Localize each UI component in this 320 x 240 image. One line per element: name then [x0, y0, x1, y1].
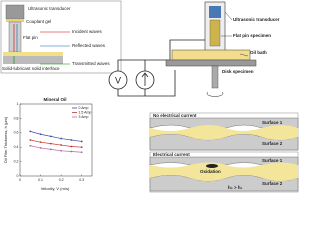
y-tick-label: 0.2 — [14, 160, 19, 164]
line-chart: Mineral Oil Velocity, V (m/s) Oil Film T… — [3, 97, 93, 191]
y-tick-label: 0.6 — [14, 131, 19, 135]
label: No electrical current — [153, 113, 197, 118]
label: Solid-lubricant solid interface — [2, 66, 60, 71]
x-axis-label: Velocity, V (m/s) — [41, 186, 70, 191]
point — [80, 140, 83, 143]
label: Oxidation — [200, 169, 221, 174]
point — [29, 144, 32, 147]
point — [49, 148, 52, 151]
voltmeter-label: V — [115, 75, 121, 85]
point — [39, 141, 42, 144]
series-line — [30, 139, 82, 148]
y-tick-label: 1 — [17, 102, 19, 106]
point — [70, 139, 73, 141]
label: Surface 2 — [262, 181, 283, 186]
label: Flat pin specimen — [233, 33, 271, 38]
label: Incident waves — [72, 29, 103, 34]
label: Ultrasonic transducer — [28, 6, 71, 11]
series-line — [30, 131, 82, 142]
probe-diagram: Ultrasonic transducer Couplant gel Flat … — [0, 0, 122, 74]
point — [29, 130, 32, 133]
label: Oil bath — [250, 50, 267, 55]
label: Couplant gel — [26, 19, 51, 24]
y-tick-label: 0.4 — [14, 145, 19, 149]
x-tick-label: 0 — [19, 178, 21, 182]
x-tick-label: 0.2 — [59, 178, 64, 182]
point — [60, 137, 63, 140]
label: Transmitted waves — [72, 61, 110, 66]
x-tick-label: 0.3 — [79, 178, 84, 182]
x-tick-label: 0.1 — [38, 178, 43, 182]
circuit: V — [108, 39, 208, 97]
label: Disk specimen — [222, 69, 254, 74]
figure: Ultrasonic transducer Couplant gel Flat … — [0, 0, 299, 193]
legend-label: 3 Amp — [79, 115, 89, 119]
point — [39, 133, 42, 136]
point — [29, 139, 32, 141]
plot-frame — [19, 103, 93, 177]
label: Flat pin — [23, 35, 38, 40]
y-axis-label: Oil Film Thickness, h (μm) — [3, 116, 8, 163]
legend-label: 0 Amp — [79, 106, 89, 110]
chart-title: Mineral Oil — [43, 97, 66, 102]
point — [70, 150, 73, 153]
point — [49, 142, 52, 145]
y-tick-label: 0.8 — [14, 116, 19, 120]
mechanism-diagram: No electrical current Electrical current… — [149, 112, 299, 193]
label: Reflected waves — [72, 43, 106, 48]
point — [70, 145, 73, 148]
series-line — [30, 145, 82, 153]
label: Surface 1 — [262, 120, 283, 125]
label: h₂ > h₁ — [228, 185, 243, 190]
label: Electrical current — [153, 152, 190, 157]
point — [80, 146, 83, 149]
point — [60, 144, 63, 146]
point — [80, 151, 83, 154]
label: Surface 1 — [262, 158, 283, 163]
point — [39, 147, 42, 149]
label: Ultrasonic transducer — [233, 17, 280, 22]
legend-label: 1.5 Amp — [79, 110, 92, 114]
point — [60, 149, 63, 152]
y-tick-label: 0 — [17, 174, 19, 178]
label: Surface 2 — [262, 141, 283, 146]
point — [49, 135, 52, 138]
rig-diagram: Ultrasonic transducer Flat pin specimen … — [165, 1, 280, 97]
